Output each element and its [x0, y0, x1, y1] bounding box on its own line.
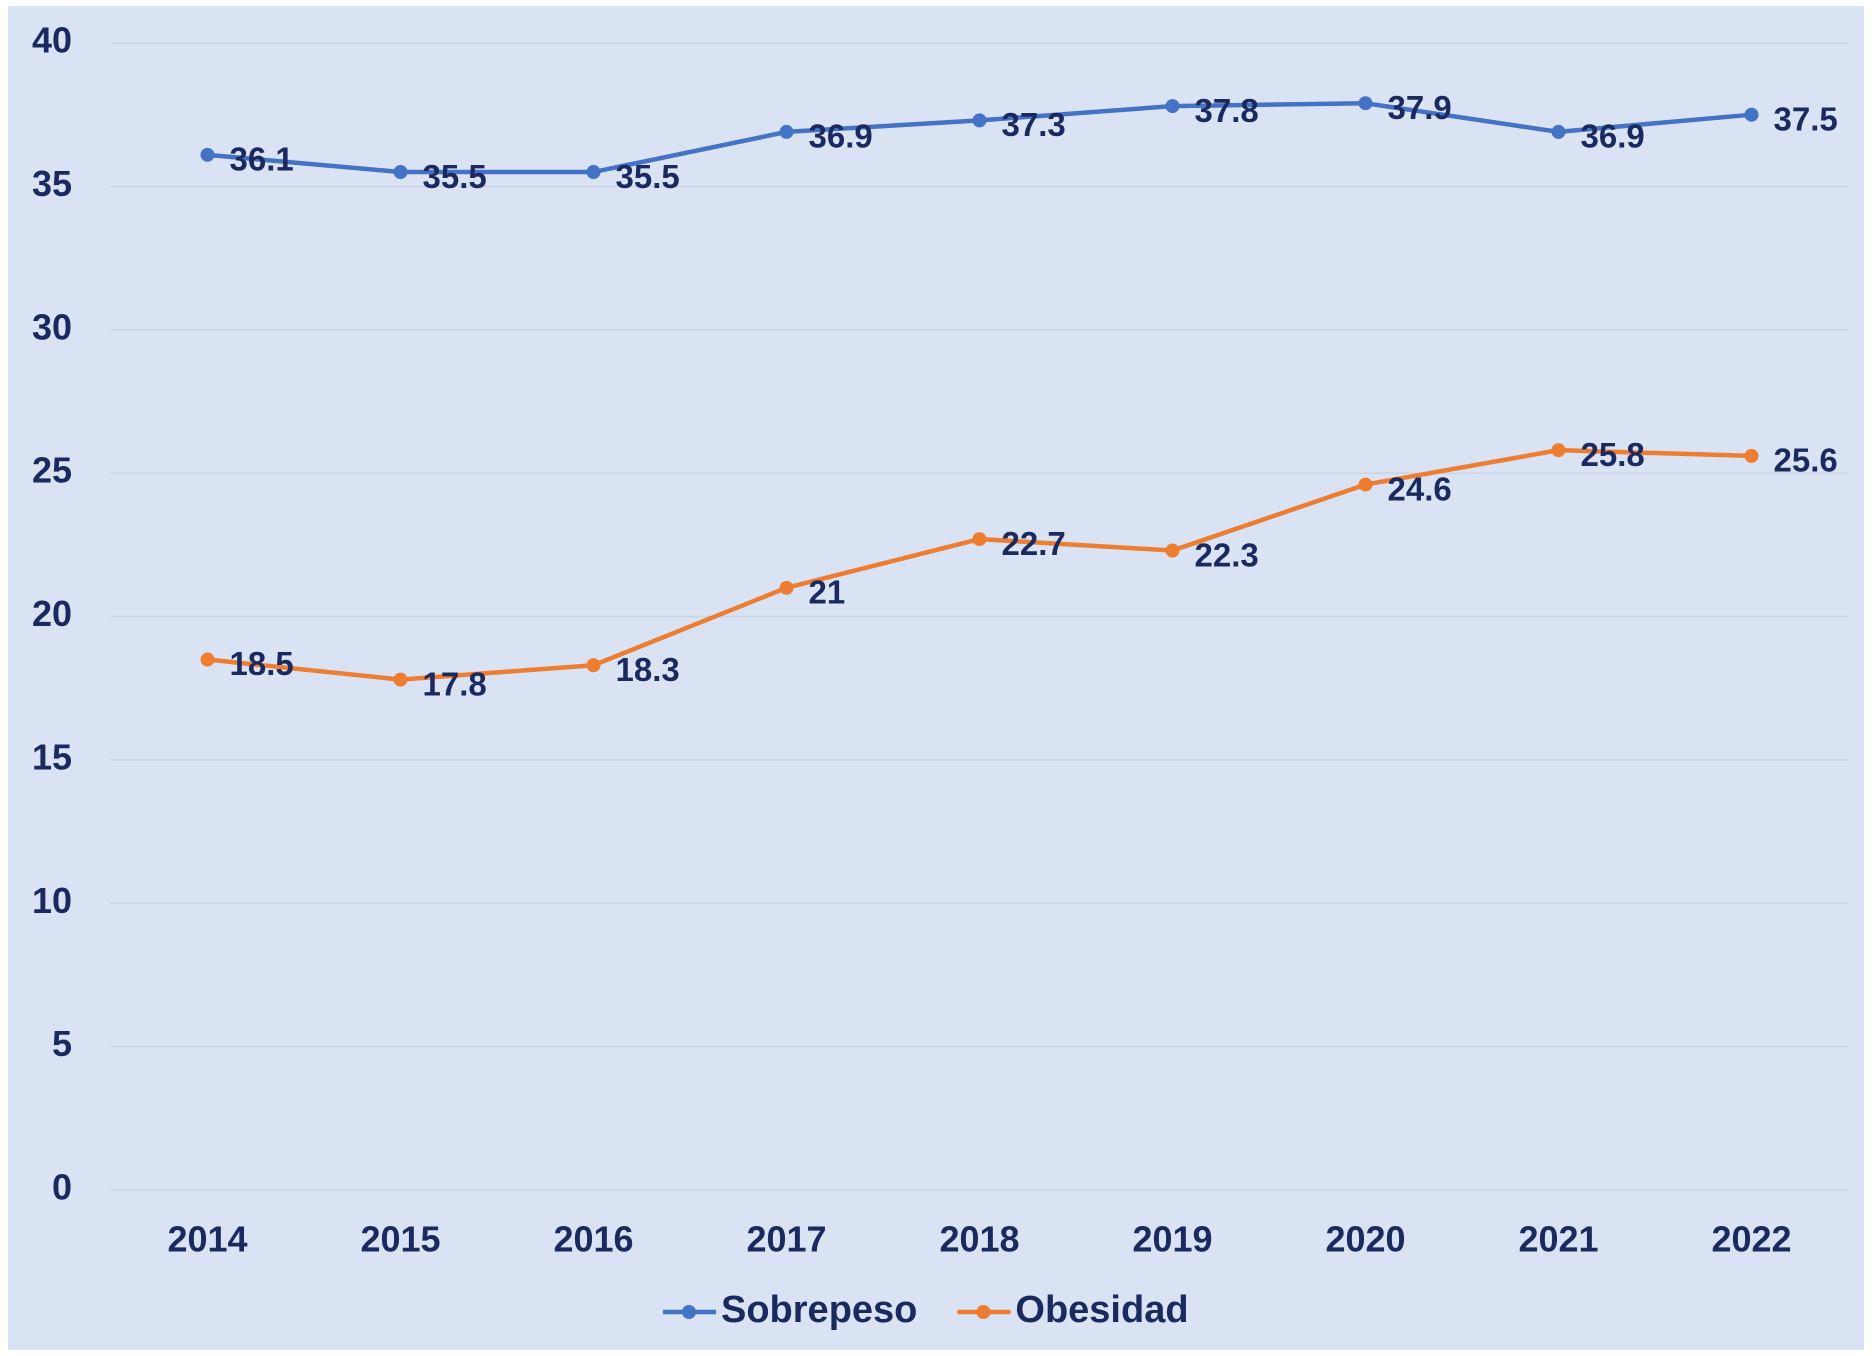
x-tick-label: 2015 [360, 1219, 440, 1260]
data-point [1165, 543, 1180, 558]
y-tick-label: 25 [32, 450, 72, 491]
legend-marker [976, 1305, 991, 1319]
data-label: 37.9 [1388, 89, 1452, 126]
data-label: 17.8 [423, 665, 487, 702]
x-tick-label: 2022 [1711, 1219, 1791, 1260]
data-label: 18.3 [616, 651, 680, 688]
data-point [972, 532, 987, 547]
x-tick-label: 2020 [1325, 1219, 1405, 1260]
data-label: 22.3 [1195, 536, 1259, 573]
data-point [779, 124, 794, 139]
data-point [1165, 99, 1180, 114]
data-label: 37.8 [1195, 92, 1259, 129]
data-label: 36.9 [1581, 118, 1645, 155]
data-label: 35.5 [616, 158, 680, 195]
legend-label: Sobrepeso [721, 1289, 917, 1331]
y-tick-label: 5 [52, 1023, 72, 1064]
y-tick-label: 10 [32, 880, 72, 921]
y-tick-label: 40 [32, 20, 72, 61]
data-point [1358, 96, 1373, 111]
x-tick-label: 2021 [1518, 1219, 1598, 1260]
data-label: 37.5 [1774, 100, 1838, 137]
data-label: 25.6 [1774, 442, 1838, 479]
data-point [1744, 107, 1759, 122]
data-label: 21 [809, 574, 846, 611]
data-point [1551, 443, 1566, 458]
y-tick-label: 0 [52, 1167, 72, 1208]
legend-marker [682, 1305, 696, 1319]
data-label: 22.7 [1002, 525, 1066, 562]
x-tick-label: 2017 [746, 1219, 826, 1260]
x-tick-label: 2018 [939, 1219, 1019, 1260]
data-point [1358, 477, 1373, 492]
data-point [586, 658, 601, 673]
x-tick-label: 2016 [553, 1219, 633, 1260]
data-point [393, 672, 408, 687]
data-point [779, 580, 794, 595]
data-label: 24.6 [1388, 470, 1452, 507]
data-point [200, 147, 215, 162]
data-point [1744, 448, 1759, 463]
data-label: 18.5 [230, 645, 294, 682]
legend-label: Obesidad [1015, 1289, 1188, 1331]
chart-background [8, 6, 1864, 1350]
y-tick-label: 20 [32, 593, 72, 634]
data-point [586, 165, 601, 180]
data-label: 36.1 [230, 141, 294, 178]
data-point [200, 652, 215, 667]
x-tick-label: 2014 [167, 1219, 247, 1260]
data-label: 36.9 [809, 118, 873, 155]
data-label: 25.8 [1581, 436, 1645, 473]
data-point [972, 113, 987, 128]
y-tick-label: 30 [32, 306, 72, 347]
data-label: 37.3 [1002, 106, 1066, 143]
data-label: 35.5 [423, 158, 487, 195]
y-tick-label: 35 [32, 163, 72, 204]
data-point [1551, 124, 1566, 139]
data-point [393, 165, 408, 180]
y-tick-label: 15 [32, 736, 72, 777]
x-tick-label: 2019 [1132, 1219, 1212, 1260]
